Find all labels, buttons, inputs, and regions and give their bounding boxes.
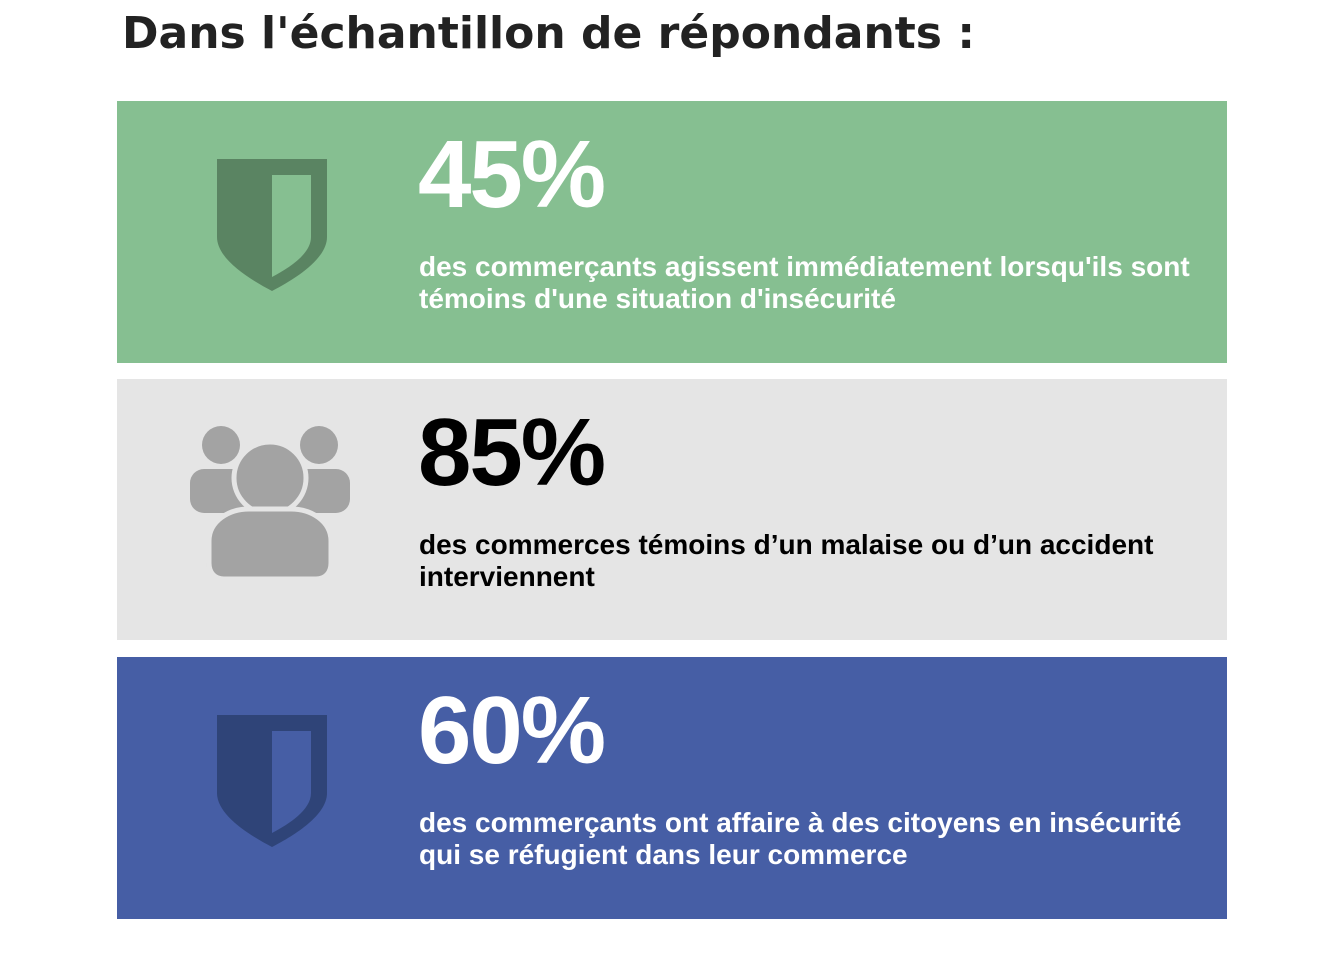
stat-description: des commerçants agissent immédiatement l…: [419, 251, 1190, 314]
group-people-icon: [187, 423, 353, 579]
page-title: Dans l'échantillon de répondants :: [122, 8, 975, 59]
stat-percent: 85%: [418, 399, 606, 506]
stat-card-45: 45% des commerçants agissent immédiateme…: [117, 101, 1227, 363]
stat-card-60: 60% des commerçants ont affaire à des ci…: [117, 657, 1227, 919]
shield-icon: [217, 715, 327, 847]
stat-description: des commerces témoins d’un malaise ou d’…: [419, 529, 1154, 592]
stat-percent: 60%: [418, 677, 606, 784]
stat-description: des commerçants ont affaire à des citoye…: [419, 807, 1182, 870]
stat-percent: 45%: [418, 121, 606, 228]
shield-icon: [217, 159, 327, 291]
stat-card-85: 85% des commerces témoins d’un malaise o…: [117, 379, 1227, 640]
